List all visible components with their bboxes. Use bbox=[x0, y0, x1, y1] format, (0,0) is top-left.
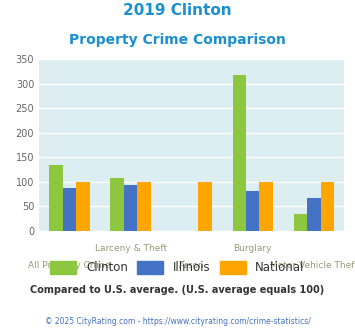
Bar bbox=[321, 182, 334, 231]
Bar bbox=[246, 191, 260, 231]
Bar bbox=[260, 182, 273, 231]
Bar bbox=[233, 75, 246, 231]
Bar bbox=[63, 188, 76, 231]
Text: Property Crime Comparison: Property Crime Comparison bbox=[69, 33, 286, 47]
Bar bbox=[76, 182, 90, 231]
Bar bbox=[137, 182, 151, 231]
Bar bbox=[294, 214, 307, 231]
Bar bbox=[124, 185, 137, 231]
Legend: Clinton, Illinois, National: Clinton, Illinois, National bbox=[46, 257, 309, 279]
Text: Larceny & Theft: Larceny & Theft bbox=[94, 244, 167, 253]
Text: Burglary: Burglary bbox=[234, 244, 272, 253]
Text: 2019 Clinton: 2019 Clinton bbox=[123, 3, 232, 18]
Text: All Property Crime: All Property Crime bbox=[28, 261, 111, 270]
Bar bbox=[198, 182, 212, 231]
Bar bbox=[307, 198, 321, 231]
Bar bbox=[110, 178, 124, 231]
Text: Arson: Arson bbox=[179, 261, 204, 270]
Text: Compared to U.S. average. (U.S. average equals 100): Compared to U.S. average. (U.S. average … bbox=[31, 285, 324, 295]
Text: Motor Vehicle Theft: Motor Vehicle Theft bbox=[270, 261, 355, 270]
Text: © 2025 CityRating.com - https://www.cityrating.com/crime-statistics/: © 2025 CityRating.com - https://www.city… bbox=[45, 317, 310, 326]
Bar bbox=[49, 165, 63, 231]
